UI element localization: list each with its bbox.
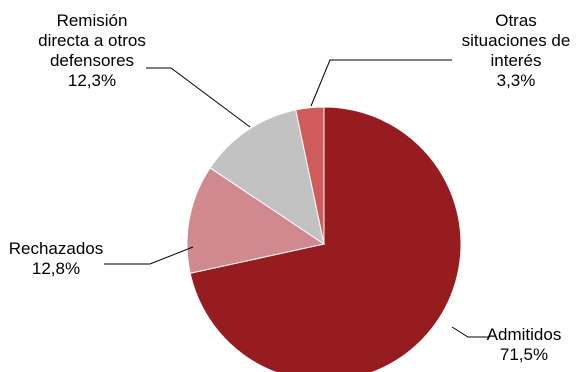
slice-name-line: Remisión [57, 11, 128, 30]
slice-name-line: defensores [50, 51, 134, 70]
slice-labels: Admitidos 71,5% Rechazados 12,8% Remisión dir… [9, 11, 571, 364]
slice-name-line: Admitidos [487, 325, 562, 344]
slice-value-label: 12,3% [68, 71, 116, 90]
leader-line-rechazados [104, 246, 194, 265]
slice-name-line: situaciones de [462, 31, 571, 50]
leader-lines [104, 59, 490, 338]
pie-slice-rechazados [186, 167, 326, 274]
slice-label-otras-situaciones-de-interes: Otras situaciones de interés 3,3% [462, 11, 571, 90]
slice-name-line: Otras [495, 11, 537, 30]
pie-slices [186, 106, 462, 372]
slice-value-label: 71,5% [500, 345, 548, 364]
slice-value-label: 3,3% [497, 71, 536, 90]
slice-name-line: directa a otros [38, 31, 146, 50]
pie-slice-otras-situaciones-de-interes [295, 106, 325, 245]
pie-slice-remision-directa-a-otros-defensores [209, 109, 325, 246]
slice-name-line: Rechazados [9, 239, 104, 258]
slice-value-label: 12,8% [32, 259, 80, 278]
slice-label-rechazados: Rechazados 12,8% [9, 239, 104, 278]
leader-line-remision-directa-a-otros-defensores [146, 67, 251, 128]
pie-slice-admitidos [189, 106, 462, 372]
leader-line-admitidos [451, 326, 490, 338]
slice-name-line: interés [490, 51, 541, 70]
slice-label-admitidos: Admitidos 71,5% [487, 325, 562, 364]
leader-line-otras-situaciones-de-interes [310, 59, 452, 107]
slice-label-remision-directa-a-otros-defensores: Remisión directa a otros defensores 12,3% [38, 11, 146, 90]
